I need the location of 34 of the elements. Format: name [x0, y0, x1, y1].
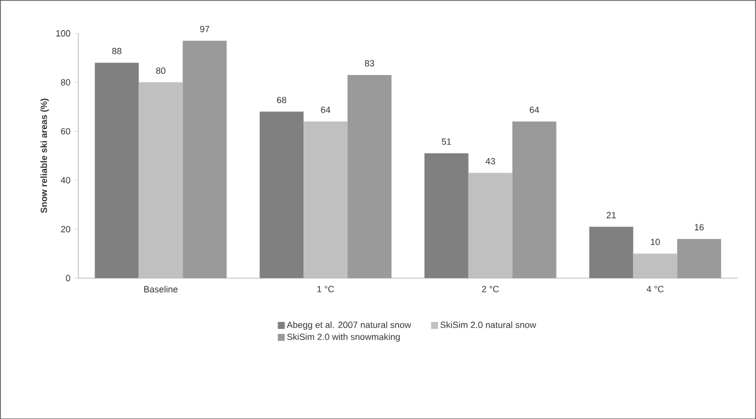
x-tick-label: Baseline: [144, 286, 178, 292]
bar: [633, 253, 678, 278]
bar: [348, 74, 392, 278]
bar: [677, 238, 722, 278]
legend-label: SkiSim 2.0 with snowmaking: [287, 333, 400, 342]
x-tick-label: 2 °C: [482, 286, 499, 292]
data-label: 64: [530, 106, 540, 113]
data-label: 51: [442, 138, 451, 145]
data-label: 68: [277, 96, 286, 103]
data-label: 64: [321, 106, 330, 113]
data-label: 16: [694, 224, 704, 230]
data-label: 83: [364, 60, 374, 66]
legend-label: SkiSim 2.0 natural snow: [440, 321, 536, 328]
x-tick-label: 1 °C: [317, 286, 334, 292]
data-label: 80: [156, 67, 166, 74]
data-label: 88: [112, 48, 122, 54]
data-label: 97: [200, 26, 210, 32]
y-tick-label: 40: [60, 176, 70, 184]
y-tick-label: 20: [61, 226, 70, 232]
bar: [138, 82, 183, 278]
bar: [512, 121, 556, 278]
y-tick-label: 0: [66, 274, 70, 282]
y-tick-label: 80: [60, 78, 70, 86]
data-label: 10: [650, 238, 660, 245]
data-label: 21: [606, 212, 616, 218]
y-axis-title: Snow reliable ski areas (%): [40, 98, 49, 213]
y-tick-label: 100: [56, 30, 70, 36]
bar: [304, 121, 348, 278]
bar: [182, 40, 227, 278]
x-tick-label: 4 °C: [646, 286, 664, 292]
bar: [468, 172, 512, 278]
y-tick-label: 60: [61, 128, 70, 134]
data-label: 43: [486, 158, 495, 164]
legend-label: Abegg et al. 2007 natural snow: [286, 321, 412, 330]
